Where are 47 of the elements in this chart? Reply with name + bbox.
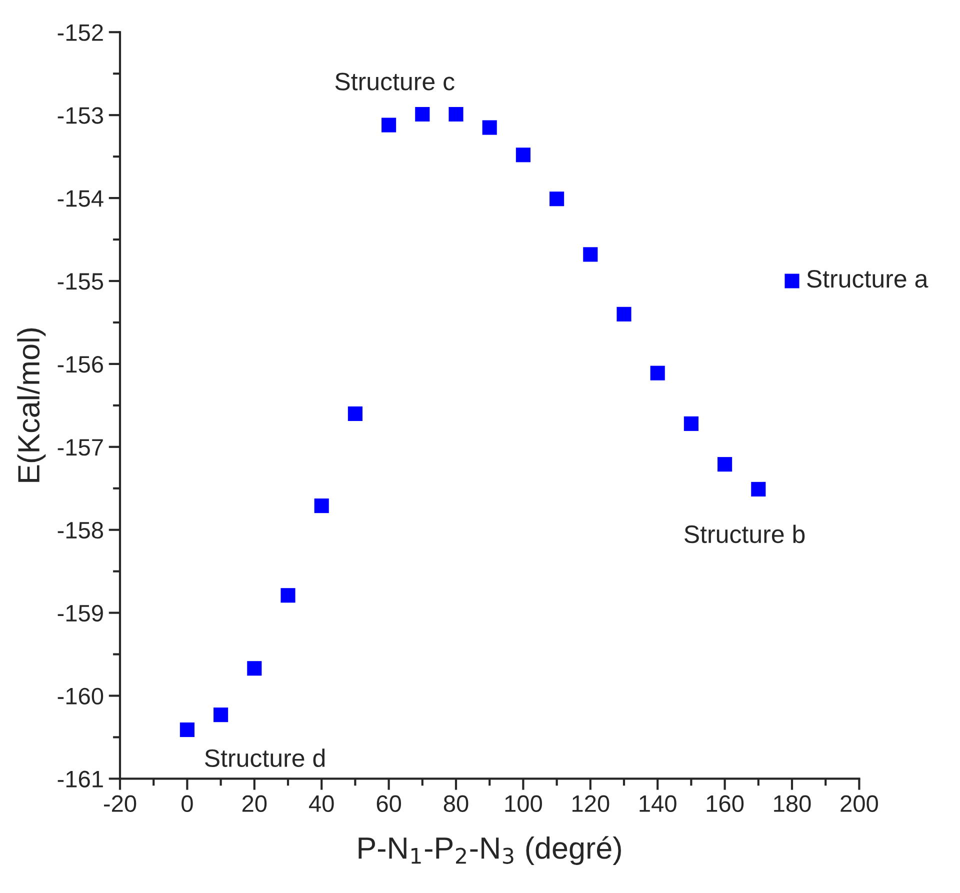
- y-tick-label: -158: [58, 522, 104, 539]
- point: [214, 708, 228, 722]
- annotation: Structure b: [684, 524, 805, 544]
- x-tick-label: 100: [505, 795, 542, 812]
- y-tick-label: -160: [58, 688, 104, 705]
- point: [314, 498, 329, 514]
- y-tick-label: -154: [58, 190, 104, 207]
- point: [415, 106, 430, 122]
- y-tick-label: -157: [58, 439, 103, 456]
- point: [516, 148, 530, 162]
- x-tick-label: 60: [376, 795, 402, 812]
- point: [180, 722, 194, 738]
- annotation: Structure c: [335, 72, 454, 90]
- y-tick-label: -161: [58, 770, 103, 788]
- point: [247, 661, 262, 676]
- point: [482, 120, 497, 135]
- y-tick-label: -153: [58, 107, 103, 124]
- point: [751, 482, 766, 496]
- x-tick-label: 40: [309, 795, 334, 812]
- point: [784, 274, 800, 288]
- point: [550, 192, 564, 206]
- x-tick-label: 20: [242, 795, 267, 812]
- point: [348, 406, 362, 421]
- x-tick-label: 200: [840, 795, 878, 812]
- y-tick-label: -159: [58, 604, 103, 622]
- y-tick-label: -152: [58, 24, 103, 41]
- annotation: Structure a: [807, 270, 928, 288]
- x-tick-label: 120: [572, 795, 610, 812]
- x-axis-title: P-N$_{1}$-P$_{2}$-N$_{3}$ (degré): [358, 836, 621, 865]
- point: [382, 118, 396, 132]
- x-tick-label: 80: [444, 795, 468, 812]
- point: [448, 106, 464, 122]
- point: [684, 416, 698, 431]
- y-axis-title: E(Kcal/mol): [17, 328, 46, 482]
- point: [280, 588, 296, 603]
- x-tick-label: 140: [640, 795, 676, 812]
- y-tick-label: -156: [58, 356, 103, 373]
- x-tick-label: -20: [104, 795, 136, 812]
- y-tick-label: -155: [58, 273, 104, 290]
- x-tick-label: 0: [182, 795, 193, 812]
- point: [583, 247, 598, 262]
- annotation: Structure d: [205, 748, 325, 768]
- point: [616, 306, 632, 322]
- point: [650, 366, 665, 380]
- x-tick-label: 180: [774, 795, 811, 812]
- x-tick-label: 160: [706, 795, 744, 812]
- point: [718, 457, 732, 472]
